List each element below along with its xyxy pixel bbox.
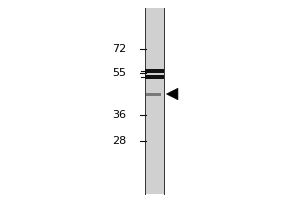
Bar: [145, 8, 164, 194]
Bar: [145, 69, 164, 73]
Text: 36: 36: [112, 110, 126, 120]
Text: 72: 72: [112, 44, 126, 54]
Polygon shape: [167, 88, 178, 100]
Text: 28: 28: [112, 136, 126, 146]
Bar: [146, 93, 161, 96]
Bar: [145, 75, 164, 79]
Text: MCF-7: MCF-7: [135, 0, 174, 2]
Text: 55: 55: [112, 68, 126, 78]
